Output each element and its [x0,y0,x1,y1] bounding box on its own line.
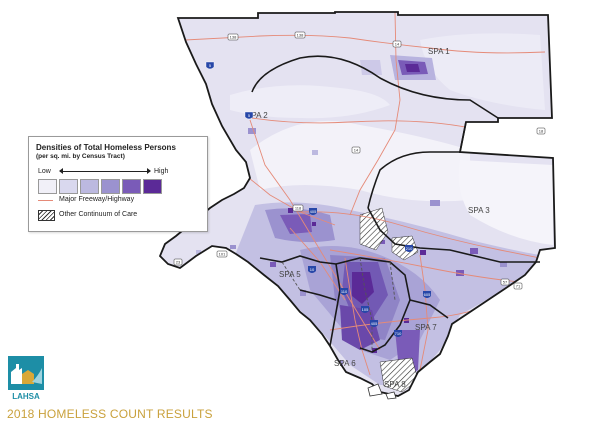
legend-double-arrow-icon [59,168,151,174]
highway-marker: 5 [244,111,254,120]
legend-low-label: Low [38,168,51,175]
spa-sub-boundaries [281,257,396,352]
spa-3-label: SPA 3 [468,206,490,215]
svg-text:138: 138 [297,33,304,38]
legend-swatch-1 [38,179,57,194]
spa-1-label: SPA 1 [428,47,450,56]
legend-swatch-6 [143,179,162,194]
spa-7-label: SPA 7 [415,323,437,332]
legend-freeway-line-icon [38,200,53,201]
svg-text:110: 110 [341,289,348,294]
svg-text:14: 14 [354,148,359,153]
legend-other-coc-label: Other Continuum of Care [59,211,138,218]
legend-high-label: High [154,168,169,175]
svg-text:18: 18 [539,129,544,134]
highway-markers: 138 138 14 18 5 5 118 405 210 101 10 110… [173,31,546,337]
svg-text:105: 105 [362,307,369,312]
highway-marker: 14 [392,40,402,48]
lahsa-logo: LAHSA [8,356,44,401]
highway-marker: 18 [536,127,546,135]
svg-text:5: 5 [209,63,212,68]
highway-marker: 405 [309,208,317,215]
highway-marker: 110 [340,288,348,295]
legend-swatch-2 [59,179,78,194]
svg-text:210: 210 [406,246,413,251]
highway-marker: 210 [405,245,413,252]
legend-subtitle: (per sq. mi. by Census Tract) [36,153,125,160]
spa-2-label: SPA 2 [246,111,268,120]
highway-marker: 118 [292,204,304,212]
highway-marker: 23 [173,258,183,266]
svg-text:118: 118 [295,206,302,211]
legend-freeway-label: Major Freeway/Highway [59,196,135,203]
spa-5-label: SPA 5 [279,270,301,279]
svg-text:405: 405 [310,209,317,214]
legend-swatch-3 [80,179,99,194]
highway-marker: 605 [423,291,431,298]
svg-text:5: 5 [248,113,251,118]
legend-hatch-swatch-icon [38,210,55,221]
highway-marker: 5 [205,61,215,70]
svg-text:138: 138 [230,35,237,40]
spa-8-label: SPA 8 [384,380,406,389]
svg-text:23: 23 [176,260,181,265]
svg-text:710: 710 [395,331,402,336]
highway-marker: 405 [370,320,378,327]
spa-boundaries [251,55,540,353]
svg-text:71: 71 [516,284,521,289]
map-legend: Densities of Total Homeless Persons (per… [28,136,208,232]
highway-marker: 138 [294,31,306,39]
highway-marker: 138 [227,33,239,41]
highway-marker: 71 [513,282,523,290]
logo-wordmark: LAHSA [12,392,40,401]
svg-text:101: 101 [219,252,226,257]
highway-marker: 710 [394,330,402,337]
svg-text:10: 10 [310,267,315,272]
legend-swatch-5 [122,179,141,194]
highway-marker: 101 [216,250,228,258]
county-outline [158,11,556,397]
highway-marker: 14 [351,146,361,154]
svg-text:57: 57 [503,280,508,285]
spa-6-label: SPA 6 [334,359,356,368]
svg-text:605: 605 [424,292,431,297]
legend-swatch-4 [101,179,120,194]
legend-title: Densities of Total Homeless Persons [36,143,176,152]
highway-marker: 105 [361,306,369,313]
legend-color-ramp [38,179,162,194]
svg-text:405: 405 [371,321,378,326]
svg-text:14: 14 [395,42,400,47]
highway-marker: 57 [500,278,510,286]
other-coc-glendale [359,207,389,251]
footer-title: 2018 HOMELESS COUNT RESULTS [7,407,213,421]
highway-marker: 10 [308,266,316,273]
